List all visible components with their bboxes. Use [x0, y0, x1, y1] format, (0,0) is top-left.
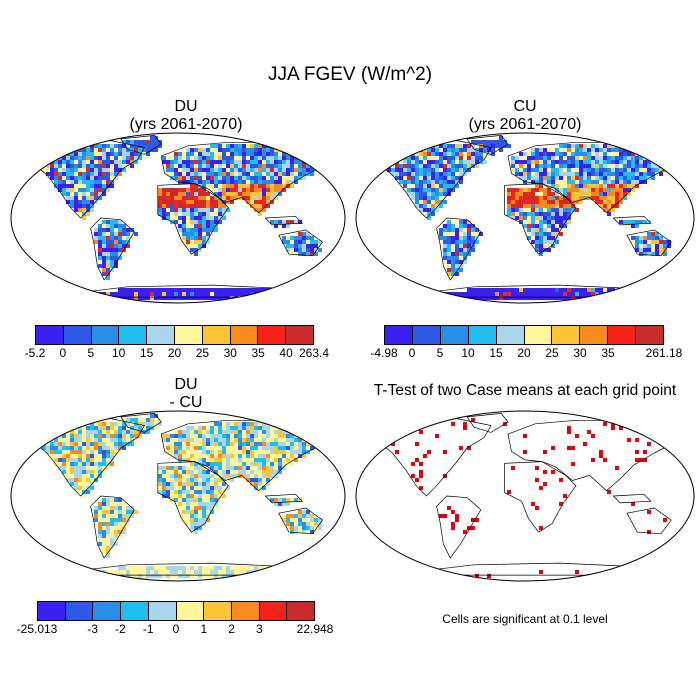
colorbar-cu-swatch: [412, 326, 441, 344]
colorbar-cu-tick-label: 261.18: [645, 346, 683, 360]
colorbar-cu-swatch: [496, 326, 525, 344]
colorbar-du-swatch: [258, 326, 287, 344]
colorbar-du-swatch: [286, 326, 313, 344]
map-diff: [10, 410, 346, 582]
significance-note: Cells are significant at 0.1 level: [442, 612, 608, 626]
colorbar-du-tick-label: 35: [251, 346, 265, 360]
colorbar-diff-tick-label: 0: [172, 622, 180, 636]
colorbar-cu-tick-label: 15: [489, 346, 503, 360]
colorbar-du-tick-label: -5.2: [24, 346, 46, 360]
colorbar-du-swatch: [36, 326, 64, 344]
colorbar-diff-swatch: [259, 602, 288, 620]
colorbar-du-tick-label: 0: [59, 346, 67, 360]
colorbar-cu-tick-label: 20: [517, 346, 531, 360]
panel-du-title-block: DU (yrs 2061-2070): [26, 98, 346, 134]
figure-title: JJA FGEV (W/m^2): [267, 64, 433, 85]
colorbar-cu-tick-label: -4.98: [370, 346, 398, 360]
panel-cu-title-block: CU (yrs 2061-2070): [355, 98, 695, 134]
colorbar-du-tick-label: 40: [279, 346, 293, 360]
colorbar-du-tick-label: 20: [167, 346, 182, 360]
colorbar-diff: [37, 601, 315, 621]
colorbar-diff-swatch: [176, 602, 205, 620]
panel-du-subtitle: (yrs 2061-2070): [129, 116, 243, 133]
colorbar-cu-swatch: [608, 326, 637, 344]
colorbar-cu-tick-label: 0: [408, 346, 416, 360]
colorbar-diff-swatch: [65, 602, 94, 620]
colorbar-du-swatch: [119, 326, 148, 344]
colorbar-diff-tick-label: -3: [87, 622, 98, 636]
colorbar-diff-tick-label: 1: [200, 622, 208, 636]
colorbar-diff-ticks: -25.013 -3 -2 -1 0 1 2 3 22.948: [17, 622, 334, 638]
colorbar-diff-tick-label: -25.013: [16, 622, 58, 636]
colorbar-cu-tick-label: 35: [601, 346, 615, 360]
colorbar-diff-swatch: [204, 602, 232, 620]
colorbar-cu-swatch: [552, 326, 581, 344]
colorbar-cu-swatch: [636, 326, 664, 344]
colorbar-diff-tick-label: 3: [256, 622, 263, 636]
colorbar-du-swatch: [174, 326, 203, 344]
colorbar-du-ticks: -5.2 0 5 10 15 20 25 30 35 40 263.4: [25, 346, 329, 362]
colorbar-cu-tick-label: 5: [436, 346, 444, 360]
panel-cu-subtitle: (yrs 2061-2070): [468, 116, 582, 133]
colorbar-cu-tick-label: 30: [573, 346, 587, 360]
colorbar-diff-swatch: [148, 602, 177, 620]
colorbar-du-swatch: [230, 326, 259, 344]
colorbar-du-tick-label: 30: [223, 346, 237, 360]
colorbar-diff-swatch: [38, 602, 66, 620]
colorbar-cu-swatch: [580, 326, 609, 344]
colorbar-du-swatch: [63, 326, 92, 344]
colorbar-du-tick-label: 10: [112, 346, 126, 360]
colorbar-diff-swatch: [121, 602, 149, 620]
panel-diff-title-block: DU - CU: [26, 376, 346, 412]
colorbar-cu: [384, 325, 664, 345]
colorbar-diff-swatch: [287, 602, 315, 620]
colorbar-du-tick-label: 263.4: [298, 346, 330, 360]
colorbar-du-tick-label: 25: [195, 346, 210, 360]
colorbar-du-swatch: [91, 326, 120, 344]
colorbar-diff-tick-label: 2: [228, 622, 235, 636]
colorbar-diff-tick-label: -2: [115, 622, 126, 636]
colorbar-du-swatch: [202, 326, 231, 344]
colorbar-diff-tick-label: -1: [142, 622, 154, 636]
colorbar-cu-tick-label: 25: [545, 346, 559, 360]
colorbar-diff-swatch: [231, 602, 260, 620]
panel-du-title: DU: [174, 98, 198, 115]
colorbar-diff-tick-label: 22.948: [296, 622, 334, 636]
colorbar-du-tick-label: 15: [139, 346, 154, 360]
colorbar-cu-swatch: [524, 326, 553, 344]
colorbar-du: [35, 325, 314, 345]
map-ttest: [355, 410, 695, 582]
colorbar-cu-swatch: [440, 326, 469, 344]
panel-ttest-title: T-Test of two Case means at each grid po…: [373, 382, 677, 399]
colorbar-du-tick-label: 5: [87, 346, 95, 360]
colorbar-diff-swatch: [93, 602, 122, 620]
colorbar-cu-swatch: [385, 326, 413, 344]
map-du: [10, 132, 346, 304]
colorbar-cu-ticks: -4.98 0 5 10 15 20 25 30 35 261.18: [370, 346, 682, 362]
panel-diff-subtitle: - CU: [169, 394, 203, 411]
panel-diff-title: DU: [174, 376, 198, 393]
colorbar-cu-swatch: [468, 326, 497, 344]
colorbar-du-swatch: [147, 326, 175, 344]
panel-cu-title: CU: [513, 98, 537, 115]
colorbar-cu-tick-label: 10: [461, 346, 475, 360]
map-cu: [355, 132, 695, 304]
